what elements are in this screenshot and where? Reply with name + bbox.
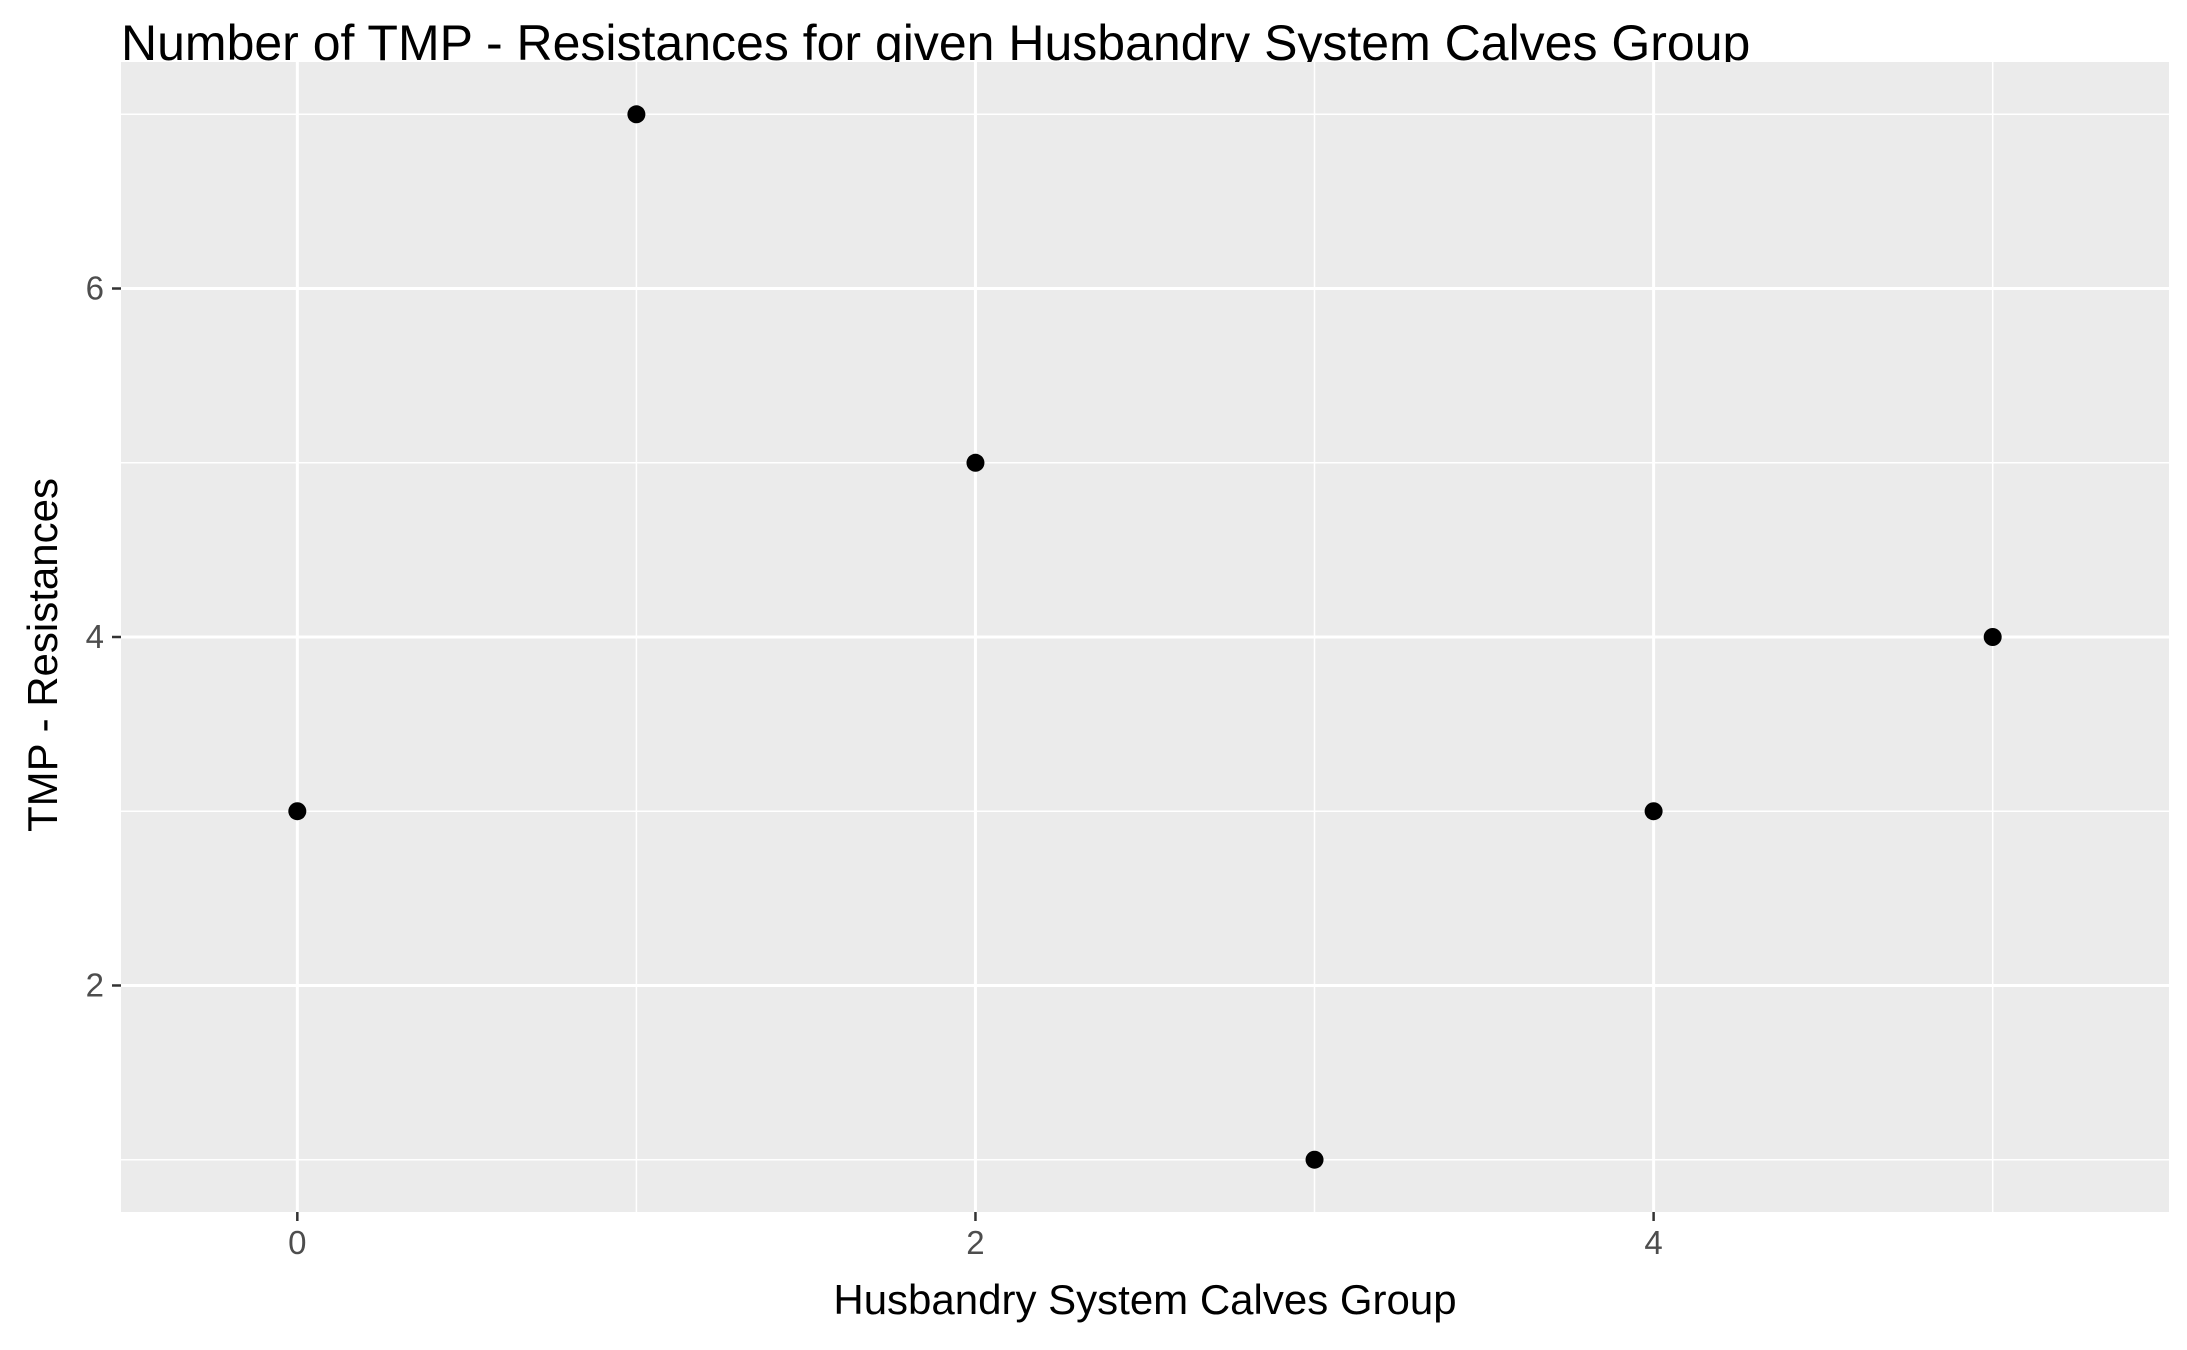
x-axis: 0 2 4 (288, 1212, 1663, 1261)
data-point (627, 105, 646, 124)
x-axis-title: Husbandry System Calves Group (833, 1276, 1456, 1323)
major-gridlines (121, 62, 2169, 1212)
data-point (1305, 1150, 1324, 1169)
x-tick-label: 0 (288, 1224, 306, 1261)
x-tick-label: 2 (966, 1224, 984, 1261)
y-axis: 2 4 6 (86, 270, 121, 1003)
y-tick-label: 6 (86, 270, 104, 307)
y-tick-label: 2 (86, 966, 104, 1003)
data-point (1644, 802, 1663, 821)
data-point (1983, 628, 2002, 646)
data-point (288, 802, 307, 821)
y-tick-label: 4 (86, 618, 104, 655)
data-point (966, 453, 985, 472)
chart-title: Number of TMP - Resistances for given Hu… (121, 15, 1750, 71)
data-points (288, 105, 2002, 1169)
y-axis-title: TMP - Resistances (19, 478, 66, 832)
x-tick-label: 4 (1644, 1224, 1662, 1261)
